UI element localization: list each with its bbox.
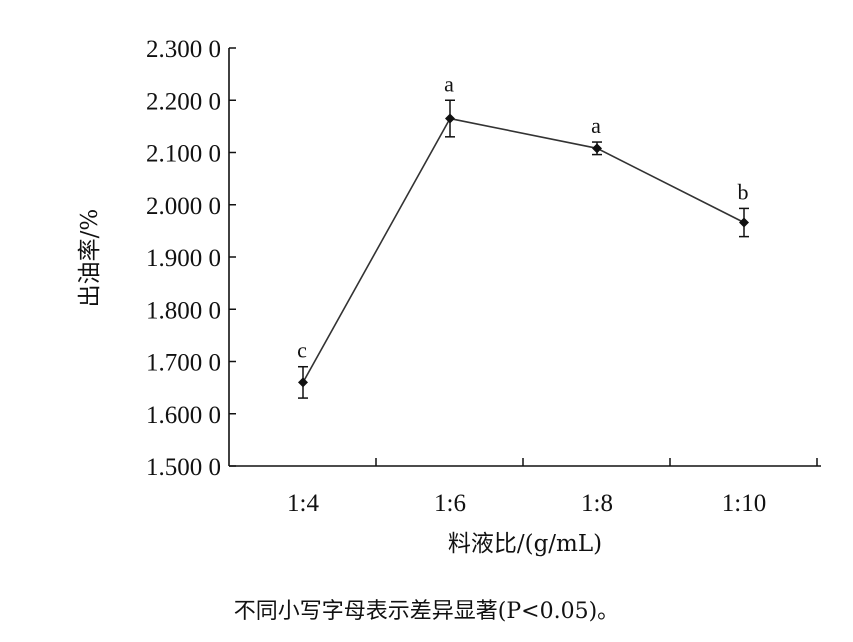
y-tick-label: 2.200 0: [146, 88, 221, 115]
y-tick-label: 1.500 0: [146, 454, 221, 481]
series-line: [302, 117, 745, 383]
x-tick-label: 1:4: [287, 490, 319, 517]
y-tick-label: 1.800 0: [146, 297, 221, 324]
y-tick-label: 1.600 0: [146, 402, 221, 429]
significance-label: b: [738, 179, 749, 204]
y-axis-ticks: 1.500 0 1.600 0 1.700 0 1.800 0 1.900 0 2.000…: [146, 36, 236, 481]
y-tick-label: 2.000 0: [146, 193, 221, 220]
significance-label: a: [591, 113, 601, 138]
y-tick-label: 2.100 0: [146, 141, 221, 168]
x-tick-label: 1:8: [581, 490, 613, 517]
line-chart: 1.500 0 1.600 0 1.700 0 1.800 0 1.900 0 2.000…: [77, 36, 821, 557]
figure-caption: 不同小写字母表示差异显著(P<0.05)。: [233, 599, 620, 624]
y-axis-title: 出油率/%: [77, 209, 103, 308]
y-tick-label: 1.900 0: [146, 245, 221, 272]
x-tick-label: 1:6: [434, 490, 466, 517]
significance-label: a: [444, 71, 454, 96]
data-point-marker: [445, 113, 455, 124]
x-axis-ticks: 1:4 1:6 1:8 1:10: [287, 458, 818, 517]
x-tick-label: 1:10: [722, 490, 766, 517]
series-group: c a a b: [297, 71, 749, 399]
y-tick-label: 1.700 0: [146, 350, 221, 377]
x-axis-title: 料液比/(g/mL): [448, 531, 602, 557]
data-point-marker: [298, 377, 308, 388]
y-tick-label: 2.300 0: [146, 36, 221, 63]
significance-label: c: [297, 338, 307, 363]
data-point-marker: [592, 143, 602, 154]
data-point-marker: [739, 217, 749, 228]
